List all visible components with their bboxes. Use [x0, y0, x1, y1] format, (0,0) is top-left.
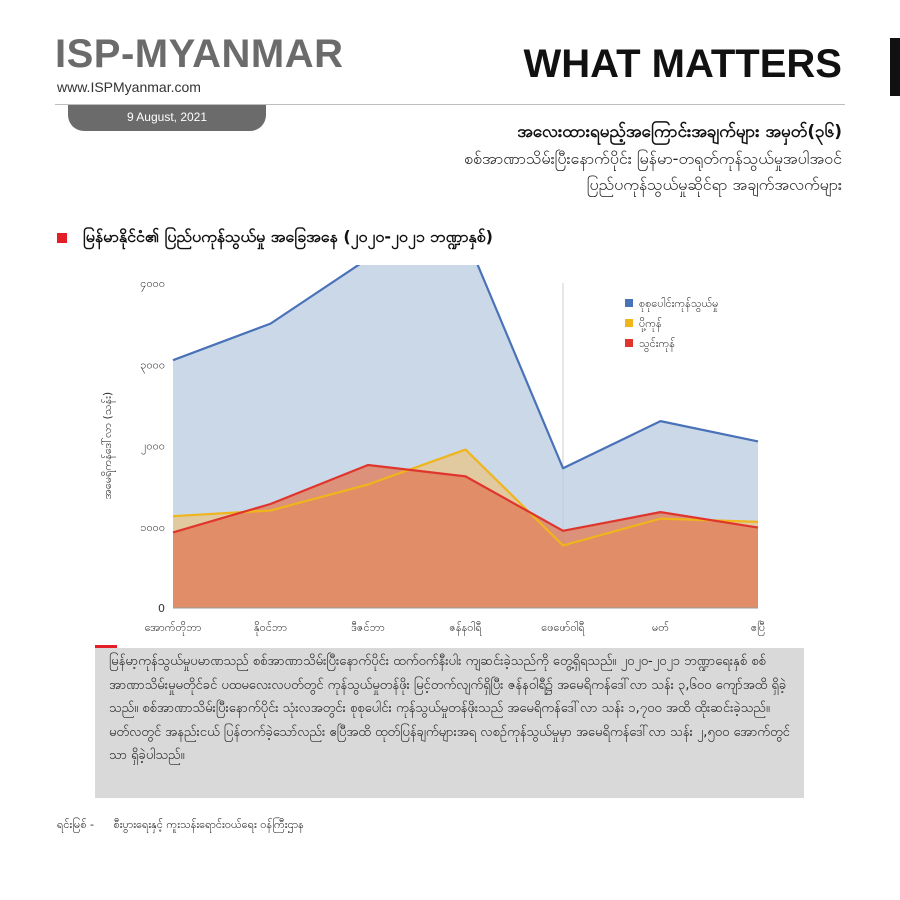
note-box: မြန်မာ့ကုန်သွယ်မှုပမာဏသည် စစ်အာဏာသိမ်းပြ… [95, 648, 804, 798]
title-line-3: ပြည်ပကုန်သွယ်မှုဆိုင်ရာ အချက်အလက်များ [586, 175, 842, 194]
date-badge: 9 August, 2021 [68, 105, 266, 131]
x-tick-label: မတ် [652, 621, 669, 634]
red-square-icon [57, 233, 67, 243]
x-tick-label: ဇန်နဝါရီ [449, 621, 482, 636]
y-tick-label: ၁၀၀၀ [140, 521, 165, 534]
legend-swatch [625, 339, 633, 347]
x-tick-label: ဒီဇင်ဘာ [351, 621, 385, 634]
series-line [172, 463, 759, 534]
y-tick-label: ၄၀၀၀ [140, 277, 165, 292]
series-area [173, 465, 758, 608]
title-line-1: အလေးထားရမည့်အကြောင်းအချက်များ အမှတ်(၃၆) [517, 122, 842, 142]
legend-label: စုစုပေါင်းကုန်သွယ်မှု [639, 297, 718, 312]
title-block: အလေးထားရမည့်အကြောင်းအချက်များ အမှတ်(၃၆) … [464, 118, 842, 198]
legend-label: သွင်းကုန် [639, 337, 675, 352]
x-tick-label: အောက်တိုဘာ [145, 621, 202, 636]
section-heading: မြန်မာနိုင်ငံ၏ ပြည်ပကုန်သွယ်မှု အခြေအနေ … [57, 226, 493, 250]
brand-logo: ISP-MYANMAR [55, 32, 344, 76]
source-text: စီးပွားရေးနှင့် ကူးသန်းရောင်းဝယ်ရေး ဝန်က… [113, 818, 304, 831]
x-tick-label: နိုဝင်ဘာ [254, 621, 287, 636]
y-tick-label: 0 [158, 602, 165, 615]
website-url[interactable]: www.ISPMyanmar.com [57, 79, 201, 95]
what-matters-label: WHAT MATTERS [523, 42, 842, 86]
series-line [172, 448, 759, 547]
note-text: မြန်မာ့ကုန်သွယ်မှုပမာဏသည် စစ်အာဏာသိမ်းပြ… [109, 654, 790, 763]
section-heading-text: မြန်မာနိုင်ငံ၏ ပြည်ပကုန်သွယ်မှု အခြေအနေ … [83, 227, 493, 246]
source-line: ရင်းမြစ် - စီးပွားရေးနှင့် ကူးသန်းရောင်း… [57, 818, 320, 834]
accent-bar [890, 38, 900, 96]
series-line [172, 265, 759, 470]
y-axis-title: အမေရိကန်ဒေါ်လာ (သန်း) [101, 392, 116, 499]
trade-area-chart: အမေရိကန်ဒေါ်လာ (သန်း) 0 ၁၀၀၀ ၂၀၀၀ ၃၀၀၀ ၄၀၀၀အေ… [101, 265, 765, 636]
title-line-2: စစ်အာဏာသိမ်းပြီးနောက်ပိုင်း မြန်မာ-တရုတ်… [463, 149, 842, 168]
section-separator [95, 645, 117, 648]
legend-label: ပို့ကုန် [639, 317, 662, 332]
source-label: ရင်းမြစ် - [57, 818, 94, 831]
legend-swatch [625, 299, 633, 307]
x-tick-label: ဧပြီ [751, 621, 765, 636]
header-divider [55, 104, 845, 105]
x-tick-label: ဖေဖော်ဝါရီ [541, 621, 585, 636]
y-tick-label: ၂၀၀၀ [141, 440, 165, 455]
y-tick-label: ၃၀၀၀ [140, 358, 165, 373]
legend-swatch [625, 319, 633, 327]
